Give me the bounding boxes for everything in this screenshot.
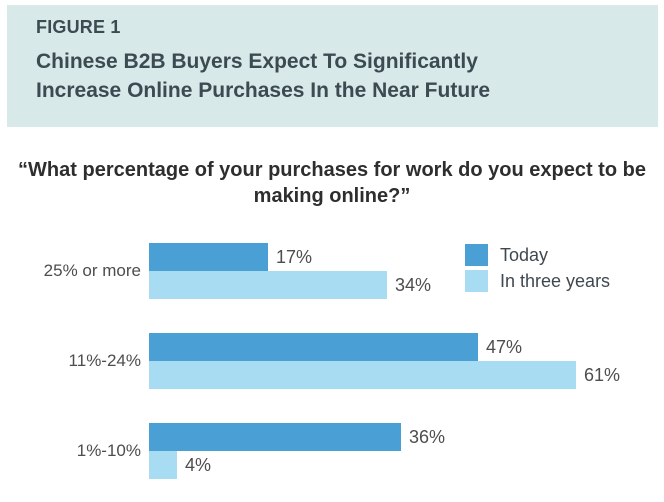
bar-in-three-years <box>149 361 576 389</box>
figure-title: Chinese B2B Buyers Expect To Significant… <box>36 47 638 105</box>
legend-swatch-in-three-years <box>465 270 488 292</box>
bar-value-label: 36% <box>409 426 446 447</box>
bar-group-1-10: 1%-10% 36% 4% <box>0 423 664 479</box>
category-label: 1%-10% <box>76 441 141 460</box>
figure-header: FIGURE 1 Chinese B2B Buyers Expect To Si… <box>7 5 658 127</box>
bar-chart: Today In three years 25% or more 17% 34% <box>0 243 664 479</box>
legend-label-in-three-years: In three years <box>500 270 611 291</box>
chart-question: “What percentage of your purchases for w… <box>18 159 646 207</box>
legend-swatch-today <box>465 244 488 266</box>
bar-today <box>149 243 268 271</box>
bar-value-label: 4% <box>185 454 212 475</box>
bar-value-label: 34% <box>395 274 432 295</box>
figure-title-line1: Chinese B2B Buyers Expect To Significant… <box>36 50 478 73</box>
legend-item-in-three-years: In three years <box>465 270 610 292</box>
category-label: 11%-24% <box>68 351 141 370</box>
bar-today <box>149 333 478 361</box>
bar-group-11-24: 11%-24% 47% 61% <box>0 333 664 389</box>
figure-title-line2: Increase Online Purchases In the Near Fu… <box>36 79 490 102</box>
legend-item-today: Today <box>465 244 610 266</box>
chart-legend: Today In three years <box>465 244 610 296</box>
figure-number: FIGURE 1 <box>36 17 121 37</box>
bar-value-label: 17% <box>276 246 313 267</box>
bar-today <box>149 423 401 451</box>
bar-group-25-or-more: 25% or more 17% 34% <box>0 243 664 299</box>
bar-in-three-years <box>149 451 177 479</box>
category-label: 25% or more <box>43 261 141 280</box>
bar-value-label: 47% <box>486 336 523 357</box>
bar-in-three-years <box>149 271 387 299</box>
bar-value-label: 61% <box>584 364 621 385</box>
legend-label-today: Today <box>500 244 549 265</box>
